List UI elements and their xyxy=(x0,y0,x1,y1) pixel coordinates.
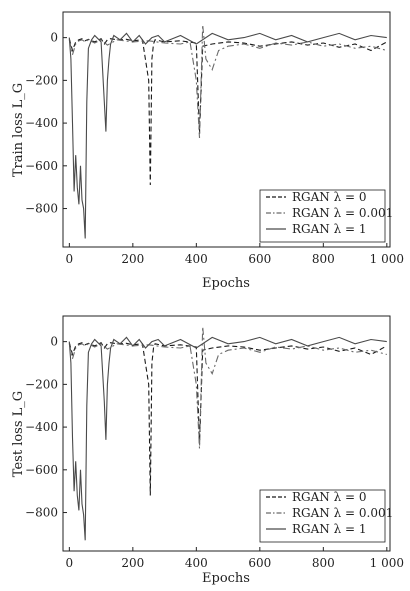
series-line-1 xyxy=(68,326,387,449)
legend-label: RGAN λ = 0.001 xyxy=(292,206,393,220)
plot-frame xyxy=(62,11,391,248)
y-axis-label: Test loss L_G xyxy=(11,391,26,477)
x-tick-label: 400 xyxy=(185,556,208,570)
series-line-2 xyxy=(68,32,387,239)
y-tick-label: −400 xyxy=(25,116,58,130)
x-tick-label: 600 xyxy=(248,252,271,266)
y-tick-label: 0 xyxy=(50,335,58,349)
plot-frame xyxy=(62,315,391,552)
x-ticks: 0 200 400 600 800 1 000 xyxy=(66,243,404,266)
x-ticks: 0 200 400 600 800 1 000 xyxy=(66,547,404,570)
y-tick-label: −800 xyxy=(25,202,58,216)
y-axis-label: Train loss L_G xyxy=(11,83,26,177)
y-tick-label: −200 xyxy=(25,377,58,391)
legend: RGAN λ = 0 RGAN λ = 0.001 RGAN λ = 1 xyxy=(259,189,393,243)
x-tick-label: 1 000 xyxy=(370,252,404,266)
y-tick-label: −600 xyxy=(25,159,58,173)
legend: RGAN λ = 0 RGAN λ = 0.001 RGAN λ = 1 xyxy=(259,489,393,543)
x-tick-label: 0 xyxy=(66,556,74,570)
x-tick-label: 0 xyxy=(66,252,74,266)
legend-label: RGAN λ = 1 xyxy=(292,522,367,536)
train-loss-chart: 0 200 400 600 800 1 000 0 −200 −400 −600 −800 Epo… xyxy=(11,11,404,291)
y-ticks: 0 −200 −400 −600 −800 xyxy=(25,31,67,216)
x-axis-label: Epochs xyxy=(202,571,250,586)
y-tick-label: −200 xyxy=(25,73,58,87)
legend-label: RGAN λ = 0 xyxy=(292,490,367,504)
x-tick-label: 600 xyxy=(248,556,271,570)
x-tick-label: 200 xyxy=(121,556,144,570)
x-tick-label: 200 xyxy=(121,252,144,266)
series-line-2 xyxy=(68,336,387,541)
legend-label: RGAN λ = 0.001 xyxy=(292,506,393,520)
series-group xyxy=(68,326,388,541)
y-tick-label: 0 xyxy=(50,31,58,45)
y-tick-label: −400 xyxy=(25,420,58,434)
series-line-0 xyxy=(68,37,388,186)
legend-box xyxy=(259,189,386,243)
series-line-1 xyxy=(68,24,387,139)
x-axis-label: Epochs xyxy=(202,276,250,291)
legend-box xyxy=(259,489,386,543)
x-tick-label: 800 xyxy=(312,252,335,266)
series-group xyxy=(68,24,388,239)
y-tick-label: −800 xyxy=(25,506,58,520)
x-tick-label: 800 xyxy=(312,556,335,570)
legend-label: RGAN λ = 1 xyxy=(292,222,367,236)
x-tick-label: 1 000 xyxy=(370,556,404,570)
series-line-0 xyxy=(68,341,388,496)
x-tick-label: 400 xyxy=(185,252,208,266)
test-loss-chart: 0 200 400 600 800 1 000 0 −200 −400 −600 −800 Epo… xyxy=(11,315,404,586)
y-ticks: 0 −200 −400 −600 −800 xyxy=(25,335,67,520)
legend-label: RGAN λ = 0 xyxy=(292,190,367,204)
y-tick-label: −600 xyxy=(25,463,58,477)
